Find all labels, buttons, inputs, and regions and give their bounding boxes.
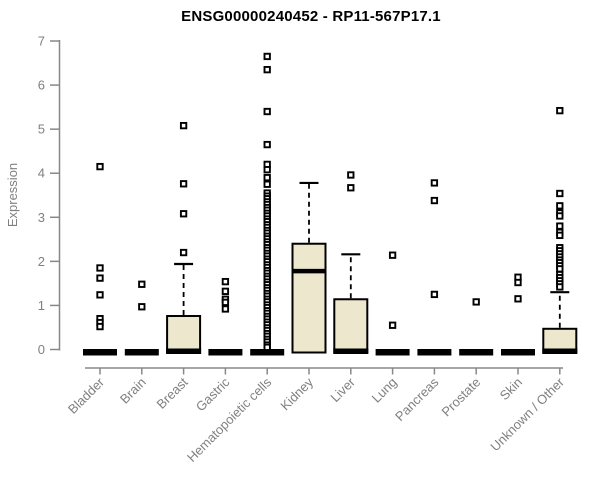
outlier-point [221, 298, 230, 306]
y-tick-label: 6 [38, 78, 45, 93]
collapsed-box [459, 349, 494, 356]
outlier-point [556, 222, 564, 230]
outlier-point [221, 287, 230, 295]
x-tick-label: Lung [369, 375, 400, 406]
outlier-point [263, 107, 271, 116]
outlier-point [556, 265, 564, 273]
collapsed-box [417, 349, 452, 356]
y-tick-label: 5 [38, 122, 45, 137]
outlier-point [388, 251, 397, 259]
outlier-point [263, 180, 271, 188]
outlier-point [96, 291, 104, 299]
x-tick-label: Breast [154, 374, 191, 411]
category-brain [124, 280, 159, 356]
y-tick-label: 2 [38, 254, 45, 269]
category-kidney [291, 181, 327, 354]
outlier-point [430, 196, 439, 205]
outlier-point [221, 305, 230, 313]
outlier-point [96, 264, 104, 272]
outlier-point [556, 231, 564, 240]
outlier-point [430, 290, 439, 299]
collapsed-box [501, 349, 535, 356]
x-tick-label: Brain [117, 375, 149, 407]
category-lung [375, 251, 410, 356]
box [166, 315, 202, 354]
x-tick-label: Pancreas [392, 374, 442, 424]
outlier-point [556, 106, 564, 115]
box [291, 242, 327, 354]
category-liver [333, 171, 369, 354]
median-line [333, 348, 369, 354]
x-tick-label: Skin [497, 375, 525, 403]
outlier-point [263, 166, 271, 174]
category-bladder [83, 162, 117, 356]
outlier-point [179, 210, 188, 218]
y-tick-label: 0 [38, 342, 45, 357]
collapsed-box [124, 349, 159, 356]
category-pancreas [417, 179, 452, 356]
outlier-point [179, 121, 188, 130]
x-tick-label: Gastric [193, 374, 233, 414]
outlier-point [472, 298, 480, 306]
category-breast [166, 121, 202, 354]
x-tick-label: Liver [327, 374, 358, 405]
outlier-point [556, 202, 564, 210]
outlier-point [388, 321, 397, 329]
x-tick-label: Prostate [438, 375, 483, 420]
box [333, 298, 369, 354]
outlier-point [96, 162, 104, 171]
outlier-point [514, 278, 522, 287]
median-line [542, 348, 578, 354]
outlier-point [556, 283, 564, 291]
outlier-point [96, 274, 104, 282]
outlier-point [347, 171, 355, 179]
outlier-point [179, 248, 188, 257]
collapsed-box [208, 349, 243, 356]
outlier-point [263, 140, 271, 149]
category-gastric [208, 277, 243, 356]
outlier-point [556, 212, 564, 220]
category-hematopoietic-cells [250, 52, 285, 356]
x-tick-label: Bladder [65, 374, 108, 417]
collapsed-box [250, 349, 285, 356]
outlier-point [556, 189, 564, 198]
x-tick-label: Kidney [277, 374, 316, 413]
collapsed-box [83, 349, 117, 356]
outlier-point [138, 280, 146, 288]
y-tick-label: 3 [38, 210, 45, 225]
category-unknown-other [542, 106, 578, 354]
y-tick-label: 4 [38, 166, 45, 181]
chart-title: ENSG00000240452 - RP11-567P17.1 [181, 8, 441, 25]
x-tick-label: Unknown / Other [487, 374, 567, 454]
y-tick-label: 1 [38, 298, 45, 313]
outlier-point [430, 179, 439, 187]
outlier-point [96, 322, 104, 331]
collapsed-box [375, 349, 410, 356]
outlier-point [263, 343, 271, 351]
outlier-point [138, 303, 146, 311]
outlier-point [263, 173, 271, 182]
y-tick-label: 7 [38, 34, 45, 49]
category-skin [501, 273, 535, 356]
outlier-point [221, 277, 230, 286]
outlier-point [263, 66, 271, 74]
category-prostate [459, 298, 494, 356]
outlier-point [179, 180, 188, 188]
outlier-point [347, 184, 355, 192]
outlier-point [514, 295, 522, 303]
median-line [292, 268, 326, 274]
median-line [166, 348, 202, 354]
outlier-point [263, 52, 271, 61]
